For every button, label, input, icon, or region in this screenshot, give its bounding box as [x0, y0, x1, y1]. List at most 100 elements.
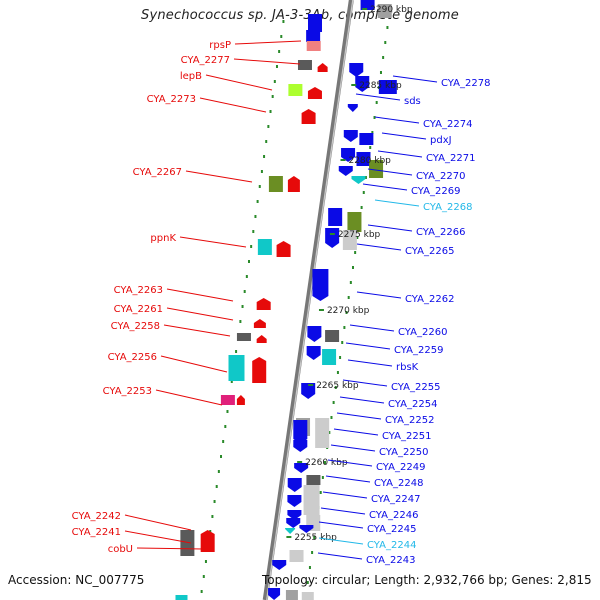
- gene-arrow-forward: [349, 63, 364, 77]
- right-track-tick: [328, 431, 331, 434]
- left-track-tick: [200, 590, 203, 593]
- left-gene-label: rpsP: [209, 40, 231, 51]
- gene-feature-block: [285, 590, 298, 600]
- gene-arrow-reverse: [317, 63, 328, 72]
- right-gene-label: CYA_2251: [382, 431, 431, 442]
- gene-feature-block: [180, 530, 195, 556]
- right-track-tick: [356, 236, 359, 239]
- right-track-tick: [384, 41, 387, 44]
- right-gene-leader: [367, 168, 413, 176]
- gene-arrow-reverse: [301, 109, 316, 124]
- gene-feature-block: [297, 60, 312, 70]
- gene-feature-block: [378, 80, 397, 94]
- gene-arrow-forward: [285, 528, 296, 534]
- right-track-tick: [349, 281, 352, 284]
- right-track-tick: [354, 251, 357, 254]
- right-track-tick: [371, 131, 374, 134]
- right-track-tick: [321, 476, 324, 479]
- left-track-tick: [252, 230, 255, 233]
- gene-feature-block: [322, 349, 337, 365]
- right-gene-label: CYA_2266: [416, 227, 465, 238]
- left-track-tick: [250, 245, 253, 248]
- right-gene-label: CYA_2245: [367, 524, 416, 535]
- left-track-tick: [217, 470, 220, 473]
- left-gene-leader: [160, 355, 228, 373]
- left-track-tick: [230, 380, 233, 383]
- left-track-tick: [213, 500, 216, 503]
- right-gene-leader: [374, 116, 420, 124]
- right-gene-leader: [339, 396, 385, 404]
- right-track-tick: [324, 461, 327, 464]
- left-gene-label: CYA_2242: [72, 511, 121, 522]
- ruler-label: 2265 kbp: [316, 381, 359, 391]
- gene-arrow-reverse: [252, 357, 267, 383]
- right-track-tick: [339, 356, 342, 359]
- gene-arrow-forward: [287, 510, 302, 520]
- left-gene-label: CYA_2253: [103, 386, 152, 397]
- gene-feature-block: [228, 355, 245, 381]
- left-track-tick: [263, 155, 266, 158]
- left-track-tick: [275, 65, 278, 68]
- left-gene-leader: [234, 40, 302, 45]
- accession-label: Accession: NC_007775: [8, 573, 145, 587]
- right-gene-leader: [342, 379, 388, 387]
- gene-arrow-reverse: [236, 395, 245, 405]
- gene-arrow-forward: [351, 176, 366, 184]
- left-gene-label: CYA_2256: [108, 352, 157, 363]
- gene-feature-block: [369, 160, 384, 178]
- left-gene-leader: [136, 547, 204, 550]
- left-gene-leader: [185, 170, 253, 183]
- gene-feature-block: [288, 84, 303, 96]
- gene-count-label: Genes: 2,815: [504, 573, 592, 587]
- gene-feature-block: [360, 0, 375, 10]
- gene-arrow-reverse: [276, 241, 291, 257]
- left-track-tick: [256, 200, 259, 203]
- right-track-tick: [345, 311, 348, 314]
- left-track-tick: [239, 320, 242, 323]
- gene-arrow-reverse: [287, 176, 300, 192]
- right-gene-label: CYA_2250: [379, 447, 428, 458]
- gene-arrow-forward: [268, 588, 281, 600]
- ruler-label: 2290 kbp: [370, 5, 413, 15]
- gene-arrow-forward: [287, 495, 302, 507]
- left-track-tick: [215, 485, 218, 488]
- gene-arrow-reverse: [253, 319, 266, 328]
- gene-feature-block: [342, 230, 357, 250]
- left-track-tick: [245, 275, 248, 278]
- length-label: Length: 2,932,766 bp: [366, 573, 503, 587]
- left-track-tick: [269, 110, 272, 113]
- left-gene-leader: [166, 288, 234, 302]
- gene-feature-block: [257, 239, 272, 255]
- right-track-tick: [347, 296, 350, 299]
- left-gene-label: CYA_2273: [147, 94, 196, 105]
- right-gene-label: CYA_2259: [394, 345, 443, 356]
- right-gene-leader: [327, 459, 373, 467]
- left-track-tick: [247, 260, 250, 263]
- right-gene-label: CYA_2260: [398, 327, 447, 338]
- gene-feature-block: [308, 14, 323, 32]
- gene-feature-block: [356, 152, 371, 166]
- right-gene-leader: [392, 75, 438, 83]
- left-track-tick: [204, 560, 207, 563]
- left-track-tick: [278, 50, 281, 53]
- right-gene-leader: [356, 243, 402, 251]
- left-gene-leader: [155, 389, 223, 406]
- right-track-tick: [334, 386, 337, 389]
- gene-arrow-forward: [301, 383, 316, 399]
- right-gene-leader: [330, 444, 376, 452]
- right-gene-label: sds: [404, 96, 421, 107]
- gene-arrow-forward: [286, 518, 301, 528]
- gene-feature-block: [175, 595, 188, 600]
- right-gene-label: CYA_2247: [371, 494, 420, 505]
- right-gene-leader: [377, 150, 423, 158]
- left-gene-label: cobU: [108, 544, 133, 555]
- right-gene-leader: [374, 199, 420, 207]
- right-gene-leader: [345, 342, 391, 350]
- right-gene-leader: [320, 507, 366, 515]
- topology-label: Topology: circular: [262, 573, 367, 587]
- gene-arrow-reverse: [256, 298, 271, 310]
- right-gene-label: CYA_2248: [374, 478, 423, 489]
- left-track-tick: [265, 140, 268, 143]
- gene-feature-block: [325, 330, 340, 342]
